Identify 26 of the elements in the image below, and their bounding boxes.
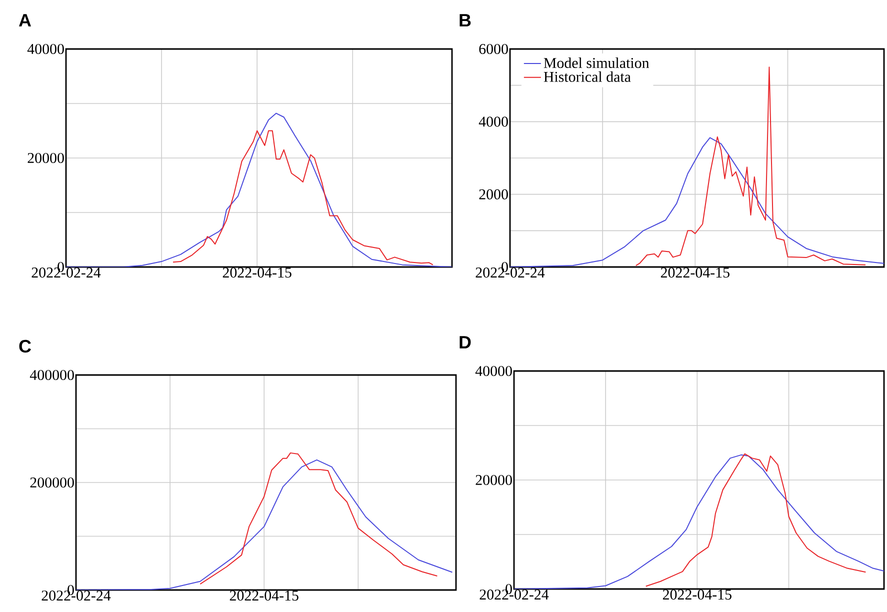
line-series bbox=[635, 66, 866, 266]
legend-label: Model simulation bbox=[544, 58, 650, 68]
x-tick-label: 2022-04-15 bbox=[660, 268, 730, 278]
y-tick-label: 40000 bbox=[475, 366, 512, 376]
line-series bbox=[510, 137, 884, 267]
x-tick-label: 2022-04-15 bbox=[662, 590, 732, 600]
chart-title: B bbox=[460, 14, 471, 26]
chart-title: D bbox=[460, 336, 471, 348]
x-tick-label: 2022-04-15 bbox=[222, 268, 292, 278]
y-tick-label: 4000 bbox=[478, 116, 508, 127]
y-tick-label: 400000 bbox=[30, 370, 74, 380]
y-tick-label: 6000 bbox=[479, 44, 508, 54]
legend-label: Historical data bbox=[544, 71, 631, 82]
y-tick-label: 2000 bbox=[479, 189, 508, 200]
line-series bbox=[172, 130, 434, 266]
y-tick-label: 20000 bbox=[476, 474, 512, 486]
chart-title: A bbox=[18, 14, 32, 26]
line-series bbox=[645, 453, 866, 587]
y-tick-label: 20000 bbox=[28, 152, 64, 164]
line-series bbox=[76, 459, 453, 590]
line-series bbox=[514, 454, 884, 589]
chart-title: C bbox=[19, 340, 31, 353]
x-tick-label: 2022-04-15 bbox=[230, 590, 298, 601]
y-tick-label: 40000 bbox=[27, 44, 64, 54]
y-tick-label: 200000 bbox=[30, 477, 74, 488]
line-series bbox=[200, 452, 438, 585]
